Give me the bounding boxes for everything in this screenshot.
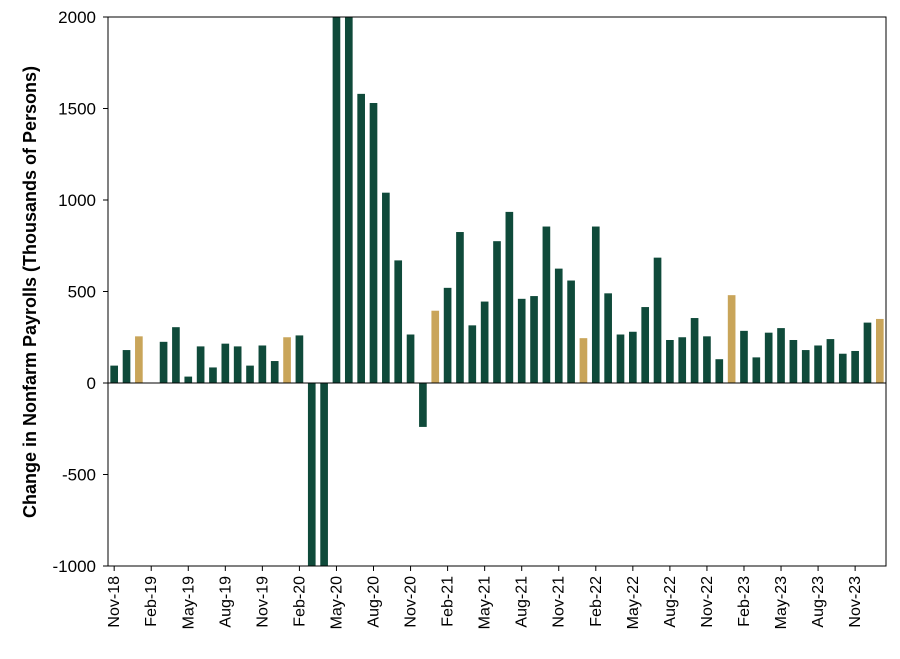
x-tick-label: May-20 — [328, 576, 345, 629]
bar-aug-23 — [814, 345, 822, 383]
bar-oct-23 — [838, 353, 847, 383]
bar-may-21 — [480, 301, 489, 383]
x-tick-label: Aug-21 — [514, 576, 531, 628]
bar-jun-20 — [344, 17, 353, 383]
bar-aug-21 — [517, 298, 526, 383]
bar-jun-19 — [196, 346, 205, 383]
y-tick-label: 0 — [87, 374, 96, 393]
bar-may-19 — [184, 376, 193, 383]
bar-jun-23 — [789, 339, 798, 383]
bar-jul-21 — [505, 211, 514, 383]
bar-aug-22 — [666, 339, 674, 383]
bar-oct-19 — [246, 365, 254, 383]
bar-feb-23 — [740, 330, 748, 383]
bar-jun-21 — [493, 241, 501, 383]
bar-jul-20 — [357, 93, 365, 384]
bar-oct-22 — [690, 318, 699, 383]
bar-may-23 — [777, 328, 785, 383]
bar-sep-23 — [826, 339, 835, 383]
bar-feb-22 — [591, 226, 600, 383]
bar-jan-24 — [875, 318, 884, 383]
bar-dec-18 — [122, 350, 131, 383]
x-axis: Nov-18 Feb-19 May-19 Aug-19 Nov-19 Feb-20 May-… — [106, 566, 864, 629]
bar-sep-22 — [678, 337, 687, 383]
bar-nov-20 — [406, 334, 415, 383]
bar-feb-21 — [443, 287, 452, 383]
bar-mar-22 — [604, 293, 612, 383]
bar-feb-20 — [295, 335, 304, 383]
bar-sep-19 — [233, 346, 242, 383]
bar-nov-22 — [703, 336, 711, 383]
y-axis-label: Change in Nonfarm Payrolls (Thousands of… — [20, 66, 40, 518]
bar-jun-22 — [641, 307, 650, 383]
bar-sep-20 — [382, 192, 390, 383]
x-tick-label: Aug-19 — [217, 576, 234, 628]
y-axis: 2000 1500 1000 500 0 -500 -1000 — [53, 8, 108, 576]
bar-jul-22 — [653, 257, 662, 383]
bar-mar-20 — [307, 383, 316, 566]
x-tick-label: Nov-22 — [699, 576, 716, 628]
x-tick-label: Feb-22 — [588, 576, 605, 627]
x-tick-label: May-21 — [477, 576, 494, 629]
y-tick-label: 2000 — [58, 8, 96, 27]
bar-may-20 — [332, 17, 341, 383]
bar-may-22 — [629, 331, 637, 383]
bar-dec-19 — [270, 361, 279, 383]
x-tick-label: Nov-21 — [551, 576, 568, 628]
bar-apr-19 — [172, 327, 180, 383]
x-tick-label: Nov-23 — [847, 576, 864, 628]
bar-apr-23 — [764, 332, 773, 383]
x-tick-label: May-19 — [180, 576, 197, 629]
bar-series — [110, 17, 884, 566]
bar-mar-19 — [159, 341, 168, 383]
bar-jan-23 — [727, 295, 736, 383]
bar-dec-20 — [419, 383, 427, 427]
bar-apr-20 — [320, 383, 328, 566]
bar-aug-19 — [221, 343, 230, 383]
x-tick-label: Feb-19 — [143, 576, 160, 627]
bar-aug-20 — [369, 103, 378, 383]
bar-nov-23 — [851, 350, 859, 383]
bar-jan-22 — [579, 338, 588, 383]
x-tick-label: Nov-19 — [254, 576, 271, 628]
bar-jan-21 — [431, 310, 440, 383]
bar-apr-22 — [616, 334, 625, 383]
x-tick-label: Aug-20 — [366, 576, 383, 628]
bar-nov-18 — [110, 365, 119, 383]
x-tick-label: Aug-23 — [810, 576, 827, 628]
bar-oct-20 — [394, 260, 403, 383]
x-tick-label: Feb-20 — [291, 576, 308, 627]
x-tick-label: Feb-23 — [736, 576, 753, 627]
bar-apr-21 — [468, 325, 477, 383]
x-tick-label: May-22 — [625, 576, 642, 629]
x-tick-label: Nov-18 — [106, 576, 123, 628]
x-tick-label: May-23 — [773, 576, 790, 629]
bar-mar-21 — [456, 232, 464, 383]
x-tick-label: Aug-22 — [662, 576, 679, 628]
bar-jul-19 — [209, 367, 217, 383]
bar-jan-19 — [135, 336, 143, 383]
bar-sep-21 — [530, 296, 538, 383]
bar-nov-19 — [258, 345, 267, 383]
y-tick-label: -500 — [62, 466, 96, 485]
y-tick-label: 500 — [68, 283, 96, 302]
bar-oct-21 — [542, 226, 551, 383]
y-tick-label: 1000 — [58, 191, 96, 210]
x-tick-label: Feb-21 — [440, 576, 457, 627]
bar-mar-23 — [752, 357, 761, 383]
bar-nov-21 — [554, 268, 563, 383]
x-tick-label: Nov-20 — [403, 576, 420, 628]
bar-dec-22 — [715, 359, 724, 383]
y-tick-label: -1000 — [53, 557, 96, 576]
bar-dec-23 — [863, 322, 872, 383]
bar-dec-21 — [567, 280, 575, 383]
y-tick-label: 1500 — [58, 100, 96, 119]
bar-jul-23 — [801, 350, 810, 383]
bar-jan-20 — [283, 337, 291, 383]
